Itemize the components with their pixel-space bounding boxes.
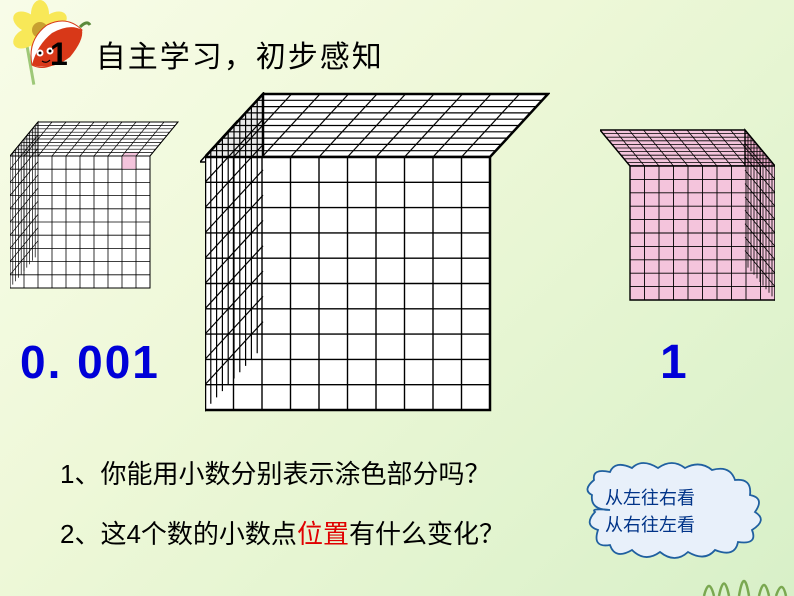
page-title: 自主学习，初步感知	[96, 32, 384, 76]
grass-decoration	[694, 556, 794, 596]
highlight-word: 位置	[297, 519, 349, 549]
cube-right	[600, 128, 775, 303]
section-number: 1	[50, 36, 68, 73]
cube-center	[205, 92, 550, 412]
question-block: 1、你能用小数分别表示涂色部分吗？ 2、这4个数的小数点位置有什么变化？	[60, 445, 505, 565]
question-1: 1、你能用小数分别表示涂色部分吗？	[60, 445, 505, 505]
value-label-left: 0. 001	[20, 335, 160, 389]
cube-left	[10, 120, 180, 290]
title-row: 1 自主学习，初步感知	[50, 32, 384, 76]
question-2: 2、这4个数的小数点位置有什么变化？	[60, 505, 505, 565]
value-label-right: 1	[660, 335, 687, 390]
cloud-hint-text: 从左往右看 从右往左看	[605, 485, 695, 539]
